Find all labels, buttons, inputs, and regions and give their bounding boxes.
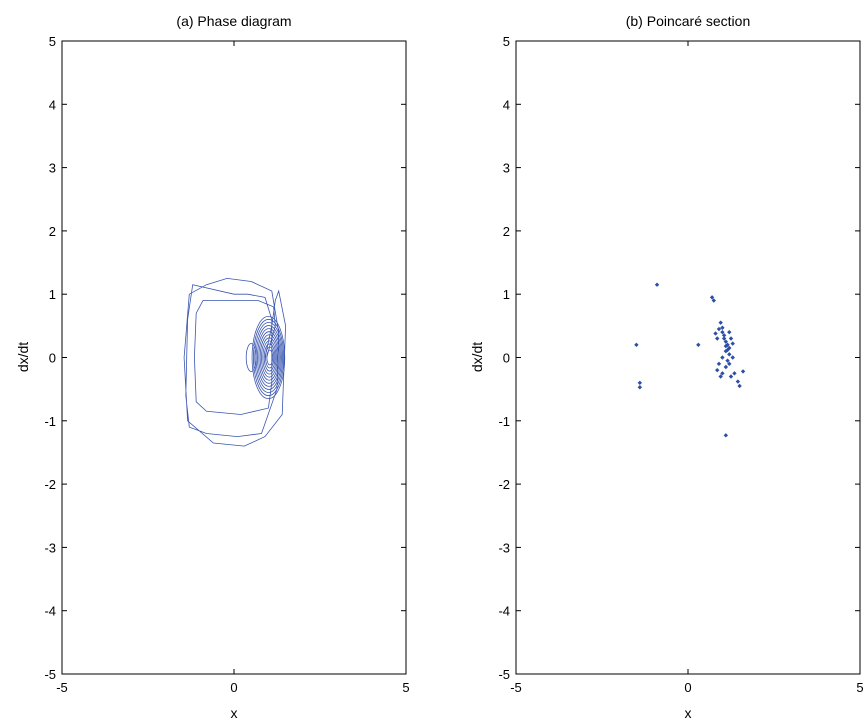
poincare-point [727,361,732,367]
phase-attractor-spiral [259,334,279,381]
poincare-point [725,358,730,363]
poincare-section-y-tick-label: 3 [503,161,510,176]
phase-attractor-spiral [263,343,276,372]
poincare-point [713,331,718,336]
poincare-section-y-tick-label: 4 [503,97,510,112]
poincare-point [718,320,723,325]
phase-diagram-y-label: dx/dt [15,342,31,372]
phase-diagram-title: (a) Phase diagram [176,13,291,29]
poincare-point [740,369,746,374]
phase-attractor-spiral [258,331,280,384]
poincare-point [727,352,732,357]
poincare-point [737,383,742,389]
poincare-section-x-tick-label: -5 [510,680,522,695]
poincare-point [720,355,725,360]
phase-diagram-x-label: x [231,705,238,721]
poincare-section-x-label: x [685,705,692,721]
poincare-point [715,367,720,373]
poincare-point [730,355,735,360]
phase-diagram-y-tick-label: 5 [49,34,56,49]
phase-diagram-x-tick-label: 0 [230,680,237,695]
poincare-point [720,329,725,335]
poincare-section-panel: (b) Poincaré section -5 0 5 -5 -4 -3 -2 -1 0 1 2 3 4… [469,13,864,721]
poincare-point [654,282,660,287]
poincare-point [725,347,730,353]
poincare-point [725,342,730,348]
poincare-section-y-tick-label: 0 [503,351,510,366]
poincare-point [732,371,737,376]
poincare-point [716,326,722,332]
phase-attractor-spiral [266,349,274,366]
poincare-section-y-tick-label: -1 [498,414,510,429]
poincare-point [720,325,725,330]
poincare-section-y-tick-label: -2 [498,477,510,492]
phase-diagram-plot-area [183,277,287,447]
phase-diagram-y-tick-label: 2 [49,224,56,239]
poincare-point [634,342,639,348]
phase-attractor-spiral [265,346,275,369]
phase-diagram-y-tick-label: 0 [49,351,56,366]
poincare-section-x-tick-label: 5 [856,680,863,695]
phase-diagram-y-tick-label: -4 [44,604,56,619]
phase-inner-loop [245,343,257,372]
phase-diagram-y-tick-label: 3 [49,161,56,176]
poincare-section-plot-area [634,282,746,438]
phase-attractor-spiral [257,328,281,387]
phase-attractor-spiral [261,337,278,378]
poincare-point [718,374,723,379]
poincare-point [637,380,643,386]
poincare-section-axes-box [515,40,861,675]
poincare-section-ticks: -5 0 5 -5 -4 -3 -2 -1 0 1 2 3 4 5 [498,34,863,695]
poincare-section-y-tick-label: 1 [503,287,510,302]
poincare-point [730,341,735,346]
poincare-section-title: (b) Poincaré section [626,13,751,29]
poincare-point [711,298,716,303]
poincare-point [721,333,727,338]
phase-diagram-x-tick-label: 5 [402,680,409,695]
phase-diagram-axes-box [61,40,407,675]
phase-diagram-y-tick-label: 4 [49,97,56,112]
poincare-point [728,374,734,379]
poincare-point [727,345,732,351]
poincare-point [716,361,722,367]
phase-diagram-panel: (a) Phase diagram -5 0 5 -5 -4 -3 -2 -1 0 1 2 3 4 5 x… [15,13,410,721]
poincare-point [728,336,734,341]
poincare-section-y-label: dx/dt [469,342,485,372]
phase-diagram-x-tick-label: -5 [56,680,68,695]
phase-diagram-y-tick-label: -3 [44,540,56,555]
poincare-point [727,329,732,335]
poincare-section-x-tick-label: 0 [684,680,691,695]
poincare-point [723,343,729,349]
poincare-point [696,342,701,348]
poincare-section-y-tick-label: -4 [498,604,510,619]
phase-diagram-y-tick-label: 1 [49,287,56,302]
poincare-point [637,385,643,390]
poincare-point [709,295,715,300]
poincare-point [721,336,727,341]
poincare-point [723,433,729,438]
phase-diagram-y-tick-label: -5 [44,667,56,682]
phase-attractor-spiral [251,315,286,400]
phase-diagram-ticks: -5 0 5 -5 -4 -3 -2 -1 0 1 2 3 4 5 [44,34,409,695]
phase-trajectory-line [183,277,287,447]
poincare-section-y-tick-label: -5 [498,667,510,682]
poincare-section-y-tick-label: -3 [498,540,510,555]
phase-attractor-spiral [253,319,285,396]
poincare-point [723,339,729,344]
poincare-section-y-tick-label: 5 [503,34,510,49]
poincare-point [723,364,729,370]
poincare-point [715,336,720,341]
poincare-point [735,379,741,384]
phase-attractor-spiral [262,340,277,375]
phase-diagram-y-tick-label: -2 [44,477,56,492]
poincare-point [720,371,725,376]
phase-diagram-y-tick-label: -1 [44,414,56,429]
poincare-section-y-tick-label: 2 [503,224,510,239]
phase-attractor-spiral [254,322,283,393]
